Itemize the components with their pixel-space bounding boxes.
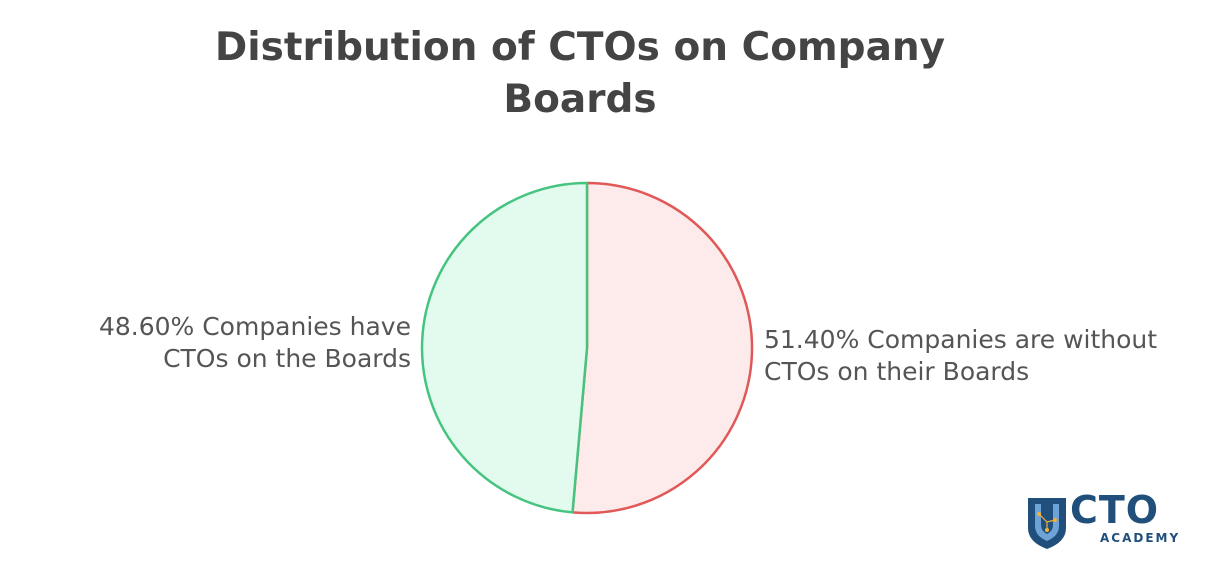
chart-title: Distribution of CTOs on Company Boards <box>180 22 980 126</box>
slice-label-without-ctos-line-1: 51.40% Companies are without <box>764 325 1158 354</box>
slice-label-with-ctos-line-2: CTOs on the Boards <box>163 344 411 373</box>
pie-slice-without-ctos <box>571 181 754 515</box>
slice-label-with-ctos-line-1: 48.60% Companies have <box>98 312 411 341</box>
slice-label-without-ctos: 51.40% Companies are without CTOs on the… <box>764 324 1157 388</box>
logo-word: CTO <box>1070 488 1160 532</box>
slice-label-with-ctos: 48.60% Companies have CTOs on the Boards <box>99 311 411 375</box>
chart-title-line-2: Boards <box>503 77 657 122</box>
pie-slice-with-ctos <box>420 181 589 514</box>
chart-title-line-1: Distribution of CTOs on Company <box>214 25 946 70</box>
cto-academy-logo: CTO ACADEMY <box>1026 490 1178 550</box>
logo-subtitle: ACADEMY <box>1100 531 1181 545</box>
shield-icon <box>1028 498 1066 549</box>
slice-label-without-ctos-line-2: CTOs on their Boards <box>764 357 1030 386</box>
